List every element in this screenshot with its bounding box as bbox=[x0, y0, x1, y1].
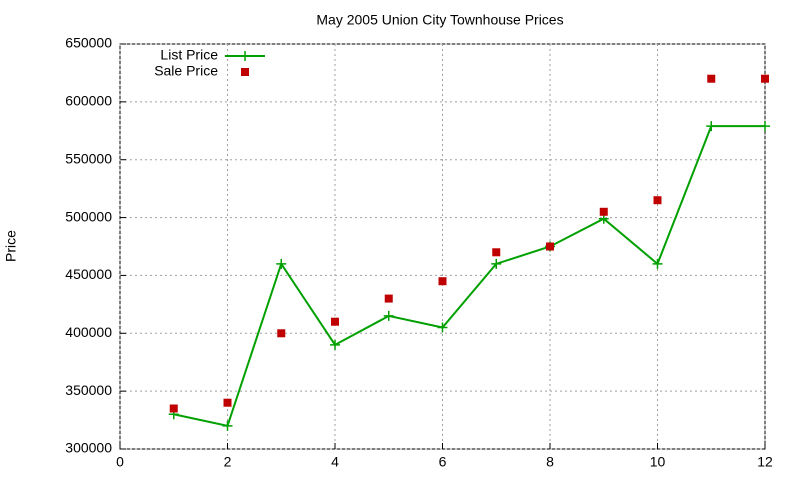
y-tick-label: 500000 bbox=[65, 208, 112, 224]
data-point bbox=[652, 258, 663, 269]
legend-marker bbox=[241, 68, 249, 76]
data-point bbox=[438, 277, 447, 286]
legend-label: Sale Price bbox=[154, 63, 218, 79]
data-point bbox=[276, 258, 287, 269]
x-tick-label: 4 bbox=[331, 454, 339, 470]
x-tick-label: 10 bbox=[650, 454, 666, 470]
x-tick-label: 8 bbox=[546, 454, 554, 470]
series-line bbox=[173, 125, 765, 428]
data-point bbox=[599, 207, 608, 216]
data-point bbox=[546, 242, 554, 251]
y-tick-label: 600000 bbox=[65, 93, 112, 109]
data-point bbox=[760, 121, 770, 132]
legend-marker bbox=[240, 51, 250, 61]
data-point bbox=[223, 398, 232, 407]
data-point bbox=[706, 121, 717, 132]
y-tick-label: 650000 bbox=[65, 35, 112, 51]
data-point bbox=[384, 294, 393, 303]
y-tick-label: 350000 bbox=[65, 382, 112, 398]
data-point bbox=[492, 248, 501, 257]
data-point bbox=[761, 74, 769, 83]
y-tick-label: 400000 bbox=[65, 324, 112, 340]
y-axis-label: Price bbox=[3, 230, 19, 262]
data-point bbox=[653, 196, 662, 205]
data-point bbox=[491, 258, 502, 269]
data-point bbox=[330, 339, 340, 350]
x-tick-label: 6 bbox=[439, 454, 447, 470]
data-point bbox=[383, 310, 394, 321]
y-tick-label: 550000 bbox=[65, 150, 112, 166]
data-point bbox=[437, 322, 448, 333]
x-tick-label: 2 bbox=[224, 454, 232, 470]
y-tick-label: 450000 bbox=[65, 266, 112, 282]
data-point bbox=[277, 329, 286, 338]
data-point bbox=[169, 404, 178, 413]
x-tick-label: 12 bbox=[757, 454, 773, 470]
data-point bbox=[222, 420, 233, 431]
x-tick-label: 0 bbox=[116, 454, 124, 470]
y-tick-label: 300000 bbox=[65, 440, 112, 456]
data-point bbox=[331, 317, 339, 326]
data-point bbox=[707, 74, 716, 83]
chart-title: May 2005 Union City Townhouse Prices bbox=[316, 12, 563, 28]
legend-label: List Price bbox=[160, 47, 218, 63]
